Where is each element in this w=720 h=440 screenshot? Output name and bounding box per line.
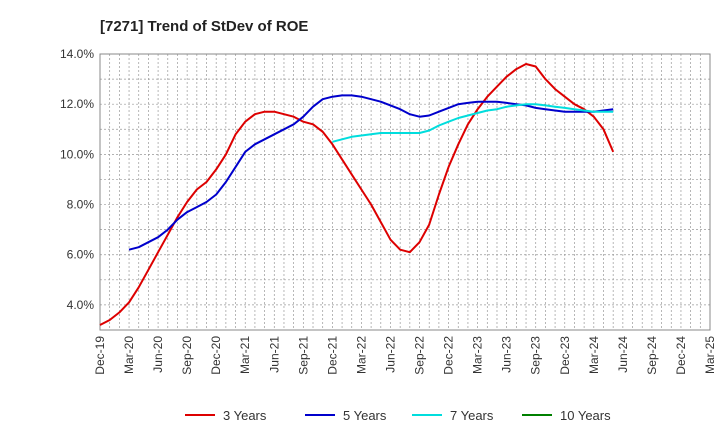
- chart-title: [7271] Trend of StDev of ROE: [100, 18, 308, 35]
- y-axis-ticks: 4.0% 6.0% 8.0% 10.0% 12.0% 14.0%: [60, 47, 94, 312]
- legend: 3 Years 5 Years 7 Years 10 Years: [185, 408, 611, 423]
- x-tick-label: Dec-19: [93, 336, 107, 375]
- x-tick-label: Mar-25: [703, 336, 717, 374]
- x-tick-label: Sep-21: [296, 336, 310, 375]
- x-tick-label: Mar-23: [471, 336, 485, 374]
- series-lines: [99, 63, 615, 326]
- legend-label-3-years: 3 Years: [223, 408, 267, 423]
- x-tick-label: Jun-23: [500, 336, 514, 373]
- y-tick-label: 6.0%: [67, 248, 95, 262]
- x-tick-label: Mar-24: [587, 336, 601, 374]
- x-tick-label: Dec-22: [442, 336, 456, 375]
- x-tick-label: Sep-23: [529, 336, 543, 375]
- x-tick-label: Jun-22: [383, 336, 397, 373]
- x-tick-label: Jun-24: [616, 336, 630, 373]
- plot-frame: [99, 53, 711, 331]
- x-tick-label: Dec-24: [674, 336, 688, 375]
- y-tick-label: 10.0%: [60, 147, 94, 161]
- series-line-7-years: [332, 103, 614, 143]
- series-line-3-years: [99, 63, 615, 326]
- y-tick-label: 4.0%: [67, 298, 95, 312]
- x-axis-ticks: Dec-19 Mar-20 Jun-20 Sep-20 Dec-20 Mar-21 Jun-…: [93, 336, 717, 375]
- legend-label-7-years: 7 Years: [450, 408, 494, 423]
- legend-label-5-years: 5 Years: [343, 408, 387, 423]
- x-tick-label: Dec-20: [209, 336, 223, 375]
- x-tick-label: Dec-23: [558, 336, 572, 375]
- x-tick-label: Dec-21: [325, 336, 339, 375]
- x-tick-label: Sep-20: [180, 336, 194, 375]
- x-tick-label: Jun-20: [151, 336, 165, 373]
- legend-label-10-years: 10 Years: [560, 408, 611, 423]
- x-tick-label: Sep-24: [645, 336, 659, 375]
- y-tick-label: 12.0%: [60, 97, 94, 111]
- x-tick-label: Mar-22: [354, 336, 368, 374]
- x-tick-label: Sep-22: [413, 336, 427, 375]
- y-tick-label: 14.0%: [60, 47, 94, 61]
- y-tick-label: 8.0%: [67, 198, 95, 212]
- x-tick-label: Jun-21: [267, 336, 281, 373]
- series-line-5-years: [128, 94, 614, 251]
- x-tick-label: Mar-21: [238, 336, 252, 374]
- plot-grid: [100, 54, 710, 330]
- x-tick-label: Mar-20: [122, 336, 136, 374]
